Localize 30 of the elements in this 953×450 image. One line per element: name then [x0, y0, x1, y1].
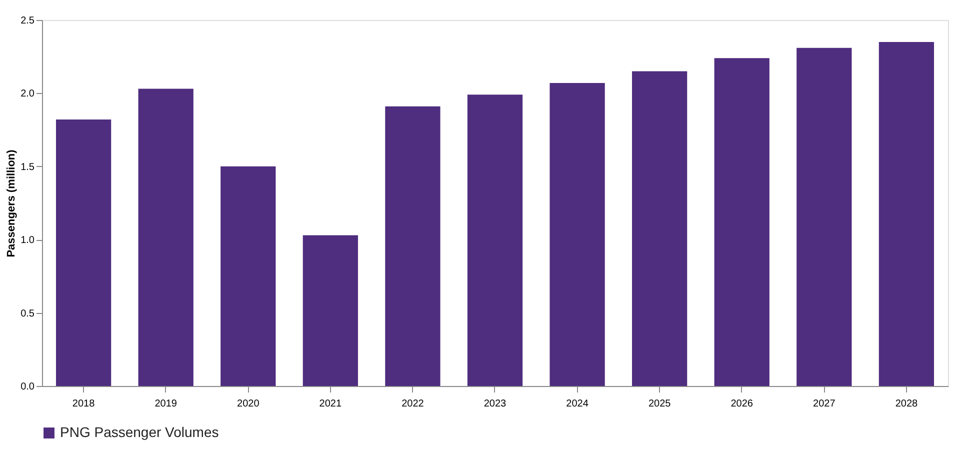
- bar: [550, 82, 605, 386]
- y-tick-label: 2.5: [20, 16, 35, 26]
- x-tick-label: 2026: [730, 398, 754, 410]
- x-tick-label: 2028: [895, 398, 918, 410]
- y-tick-label: 1.5: [20, 162, 35, 173]
- y-axis-title: Passengers (million): [6, 149, 18, 258]
- bar: [714, 58, 770, 386]
- bar: [796, 48, 852, 386]
- y-tick-label: 0.5: [20, 308, 35, 320]
- bar: [56, 120, 112, 386]
- x-tick-label: 2023: [484, 398, 507, 410]
- y-tick-label: 2.0: [20, 88, 35, 100]
- bar: [138, 88, 194, 386]
- bar: [220, 166, 276, 386]
- y-tick-label: 1.0: [20, 235, 35, 246]
- x-tick-label: 2021: [319, 398, 342, 410]
- bar: [302, 235, 358, 386]
- x-tick-label: 2018: [72, 398, 96, 410]
- x-tick-label: 2019: [154, 398, 178, 410]
- x-tick-label: 2025: [648, 398, 672, 410]
- bar: [385, 106, 440, 386]
- x-tick-label: 2020: [237, 398, 260, 410]
- x-tick-label: 2024: [566, 398, 589, 410]
- bar: [467, 94, 523, 386]
- x-tick-label: 2027: [813, 398, 836, 410]
- legend-label: PNG Passenger Volumes: [60, 424, 219, 440]
- x-tick-label: 2022: [402, 398, 424, 410]
- bar: [878, 42, 934, 386]
- bar: [632, 71, 688, 386]
- y-tick-label: 0.0: [20, 382, 35, 392]
